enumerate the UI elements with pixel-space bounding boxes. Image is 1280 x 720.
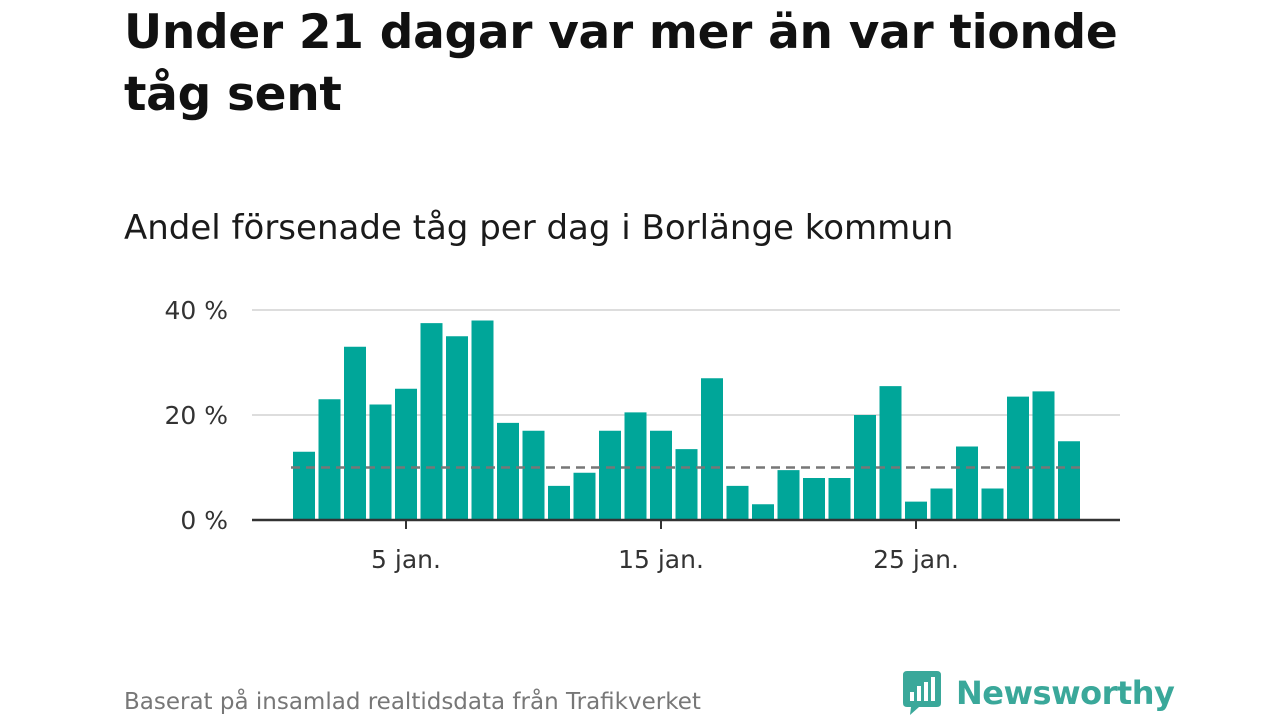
bar	[599, 430, 621, 520]
bar	[956, 446, 978, 520]
bar	[420, 323, 443, 520]
bar	[675, 449, 698, 520]
axes: 0 % 20 % 40 % 5 jan. 15 jan. 25 jan.	[164, 296, 1120, 574]
bar	[624, 412, 647, 520]
x-tick-label: 25 jan.	[873, 545, 959, 574]
bar	[981, 488, 1004, 520]
bar	[293, 451, 315, 520]
gridlines	[252, 309, 1120, 416]
bar	[573, 472, 596, 520]
bar	[930, 488, 953, 520]
bar	[879, 386, 902, 520]
bar	[1032, 391, 1055, 520]
bar	[497, 422, 519, 520]
bar	[395, 388, 417, 520]
brand-name: Newsworthy	[956, 674, 1175, 712]
bar	[471, 320, 494, 520]
bar	[344, 346, 366, 520]
bar	[752, 504, 774, 520]
y-tick-label: 0 %	[180, 506, 228, 535]
chart-subtitle: Andel försenade tåg per dag i Borlänge k…	[124, 208, 954, 248]
bars	[293, 320, 1080, 520]
bar	[446, 336, 468, 520]
source-note: Baserat på insamlad realtidsdata från Tr…	[124, 689, 701, 715]
bar	[1007, 396, 1029, 520]
chart-title: Under 21 dagar var mer än var tionde tåg…	[124, 5, 1118, 122]
bar-chart: 0 % 20 % 40 % 5 jan. 15 jan. 25 jan.	[164, 296, 1120, 574]
y-tick-label: 40 %	[164, 296, 228, 325]
bar	[726, 485, 749, 520]
y-tick-label: 20 %	[164, 401, 228, 430]
bar	[803, 478, 825, 520]
bar	[318, 399, 341, 520]
x-tick-label: 15 jan.	[618, 545, 704, 574]
newsworthy-logo: Newsworthy	[902, 670, 1175, 716]
x-tick-label: 5 jan.	[371, 545, 441, 574]
bar	[369, 404, 392, 520]
bar	[548, 485, 570, 520]
bar	[650, 430, 672, 520]
bar	[1058, 441, 1080, 520]
bar	[701, 378, 723, 520]
bar	[828, 478, 851, 520]
bar	[777, 470, 800, 520]
bar	[522, 430, 545, 520]
bar	[905, 501, 927, 520]
newsworthy-chart-icon	[903, 671, 941, 715]
